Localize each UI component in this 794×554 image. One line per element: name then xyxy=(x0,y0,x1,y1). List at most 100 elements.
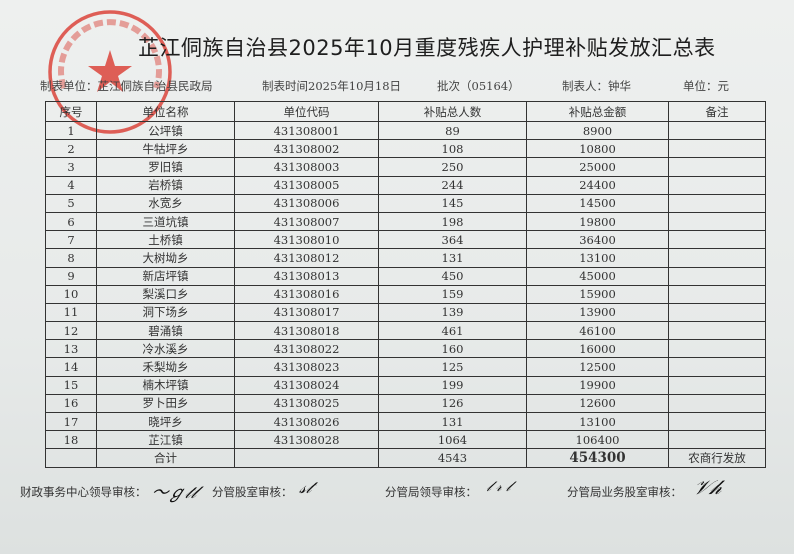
signature-bureau: 𝓁 𝓇 𝓁 xyxy=(485,479,513,495)
batch-number: 批次（05164） xyxy=(437,79,520,93)
note xyxy=(668,120,766,141)
people-count: 250 xyxy=(378,157,527,177)
unit-code: 431308016 xyxy=(234,284,379,304)
unit-name: 新店坪镇 xyxy=(96,266,235,286)
people-count: 450 xyxy=(378,266,527,286)
amount: 106400 xyxy=(526,430,669,450)
note xyxy=(668,284,766,304)
table-row: 13 冷水溪乡 431308022 160 16000 xyxy=(45,339,766,359)
finance-review-label: 财政事务中心领导审核： xyxy=(20,485,147,499)
unit-name: 水宽乡 xyxy=(96,193,235,213)
table-row: 16 罗卜田乡 431308025 126 12600 xyxy=(45,393,766,414)
note xyxy=(668,139,766,159)
header-people: 补贴总人数 xyxy=(378,101,527,122)
note xyxy=(668,193,766,213)
table-row: 9 新店坪镇 431308013 450 45000 xyxy=(45,266,766,286)
people-count: 198 xyxy=(378,211,527,232)
table-header-row: 序号 单位名称 单位代码 补贴总人数 补贴总金额 备注 xyxy=(45,101,766,122)
people-count: 89 xyxy=(378,120,527,141)
people-count: 145 xyxy=(378,193,527,213)
section-review-label: 分管股室审核： xyxy=(212,485,293,499)
row-index: 8 xyxy=(45,248,97,268)
header-index: 序号 xyxy=(45,101,97,122)
amount: 36400 xyxy=(526,230,669,250)
note xyxy=(668,357,766,377)
amount: 25000 xyxy=(526,157,669,177)
unit-name: 晓坪乡 xyxy=(96,411,235,432)
row-index: 6 xyxy=(45,211,97,232)
row-index: 7 xyxy=(45,230,97,250)
unit-name: 三道坑镇 xyxy=(96,211,235,232)
unit-code: 431308010 xyxy=(234,230,379,250)
row-index: 16 xyxy=(45,393,97,414)
table-row: 4 岩桥镇 431308005 244 24400 xyxy=(45,175,766,195)
seal-lettering-arc xyxy=(58,19,162,90)
unit-code: 431308001 xyxy=(234,120,379,141)
total-amount: 454300 xyxy=(526,448,669,468)
unit-code: 431308023 xyxy=(234,357,379,377)
row-index: 10 xyxy=(45,284,97,304)
note xyxy=(668,230,766,250)
amount: 14500 xyxy=(526,193,669,213)
unit-code: 431308017 xyxy=(234,302,379,323)
currency-unit: 单位：元 xyxy=(683,79,729,93)
note xyxy=(668,266,766,286)
amount: 13900 xyxy=(526,302,669,323)
people-count: 461 xyxy=(378,321,527,341)
note xyxy=(668,321,766,341)
amount: 16000 xyxy=(526,339,669,359)
unit-code: 431308005 xyxy=(234,175,379,195)
unit-code: 431308007 xyxy=(234,211,379,232)
unit-name: 大树坳乡 xyxy=(96,248,235,268)
people-count: 108 xyxy=(378,139,527,159)
unit-code: 431308028 xyxy=(234,430,379,450)
people-count: 364 xyxy=(378,230,527,250)
unit-name: 洞下场乡 xyxy=(96,302,235,323)
header-amount: 补贴总金额 xyxy=(526,101,669,122)
note xyxy=(668,211,766,232)
table-row: 18 芷江镇 431308028 1064 106400 xyxy=(45,430,766,450)
note xyxy=(668,375,766,395)
amount: 46100 xyxy=(526,321,669,341)
unit-name: 罗旧镇 xyxy=(96,157,235,177)
signature-business: 𝒱𝒽 xyxy=(691,475,725,499)
unit-name: 罗卜田乡 xyxy=(96,393,235,414)
row-index: 2 xyxy=(45,139,97,159)
unit-name: 楠木坪镇 xyxy=(96,375,235,395)
preparer: 制表人：钟华 xyxy=(562,79,631,93)
note xyxy=(668,175,766,195)
table-row: 14 禾梨坳乡 431308023 125 12500 xyxy=(45,357,766,377)
table-row: 10 梨溪口乡 431308016 159 15900 xyxy=(45,284,766,304)
people-count: 199 xyxy=(378,375,527,395)
unit-code: 431308012 xyxy=(234,248,379,268)
prepared-by-unit: 制表单位：芷江侗族自治县民政局 xyxy=(40,79,213,93)
header-unit-code: 单位代码 xyxy=(234,101,379,122)
table-row: 5 水宽乡 431308006 145 14500 xyxy=(45,193,766,213)
people-count: 125 xyxy=(378,357,527,377)
unit-code: 431308022 xyxy=(234,339,379,359)
table-row: 17 晓坪乡 431308026 131 13100 xyxy=(45,411,766,432)
unit-name: 碧涌镇 xyxy=(96,321,235,341)
header-note: 备注 xyxy=(668,101,766,122)
row-index: 17 xyxy=(45,411,97,432)
amount: 19900 xyxy=(526,375,669,395)
unit-name: 土桥镇 xyxy=(96,230,235,250)
amount: 19800 xyxy=(526,211,669,232)
business-review-label: 分管局业务股室审核： xyxy=(567,485,682,499)
amount: 15900 xyxy=(526,284,669,304)
people-count: 126 xyxy=(378,393,527,414)
row-index: 9 xyxy=(45,266,97,286)
table-row: 8 大树坳乡 431308012 131 13100 xyxy=(45,248,766,268)
people-count: 159 xyxy=(378,284,527,304)
row-index: 18 xyxy=(45,430,97,450)
row-index: 5 xyxy=(45,193,97,213)
note xyxy=(668,248,766,268)
unit-name: 牛牯坪乡 xyxy=(96,139,235,159)
table-row: 11 洞下场乡 431308017 139 13900 xyxy=(45,302,766,323)
table-row: 12 碧涌镇 431308018 461 46100 xyxy=(45,321,766,341)
people-count: 131 xyxy=(378,248,527,268)
table-row: 6 三道坑镇 431308007 198 19800 xyxy=(45,211,766,232)
people-count: 139 xyxy=(378,302,527,323)
amount: 12600 xyxy=(526,393,669,414)
note xyxy=(668,339,766,359)
